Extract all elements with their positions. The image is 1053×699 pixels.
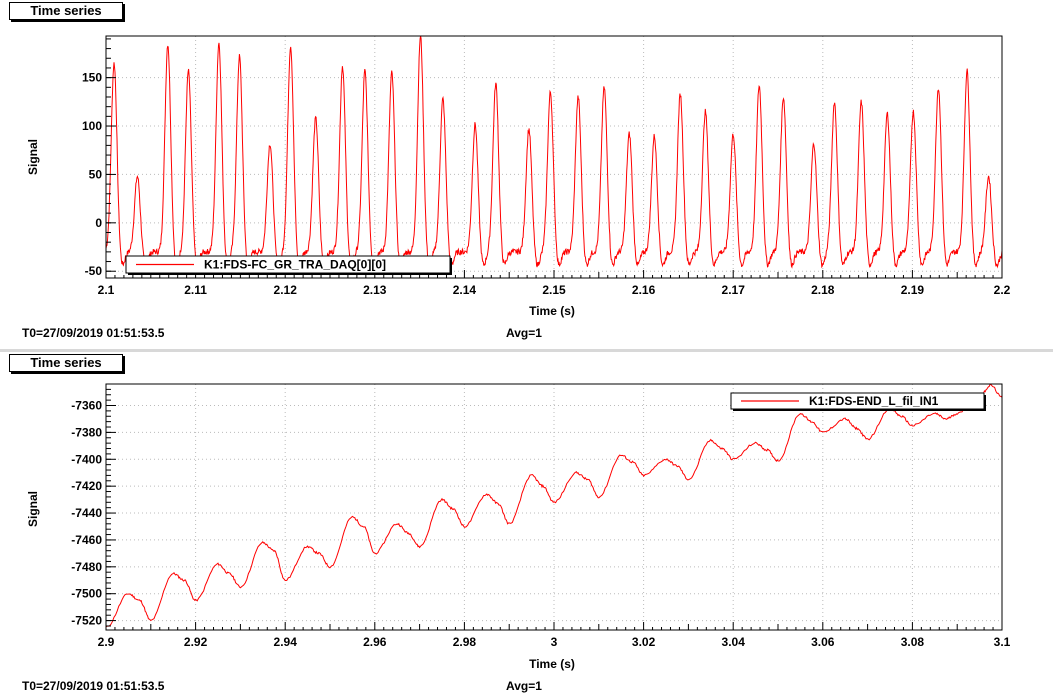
- x-tick-label: 2.17: [722, 283, 746, 297]
- y-tick-label: 50: [89, 167, 103, 181]
- y-tick-label: -7480: [71, 560, 102, 574]
- t0-text-2: T0=27/09/2019 01:51:53.5: [22, 679, 165, 693]
- series-line: [105, 35, 1003, 269]
- avg-text-2: Avg=1: [506, 679, 542, 693]
- x-tick-label: 2.14: [453, 283, 477, 297]
- y-tick-label: -50: [85, 264, 103, 278]
- legend-label: K1:FDS-FC_GR_TRA_DAQ[0][0]: [204, 258, 386, 272]
- chart2-xlabel: Time (s): [529, 657, 575, 671]
- x-tick-label: 2.1: [98, 283, 115, 297]
- chart2-trace: [105, 383, 1003, 628]
- legend-box: [730, 392, 985, 410]
- x-tick-label: 3.04: [722, 635, 746, 649]
- series-line: [105, 383, 1003, 628]
- x-tick-label: 2.13: [363, 283, 387, 297]
- x-tick-label: 2.12: [274, 283, 298, 297]
- x-tick-label: 2.18: [811, 283, 835, 297]
- x-tick-label: 2.16: [632, 283, 656, 297]
- x-tick-label: 3.02: [632, 635, 656, 649]
- chart2-grid: [105, 384, 1003, 630]
- y-tick-label: -7520: [71, 614, 102, 628]
- chart1-legend: K1:FDS-FC_GR_TRA_DAQ[0][0]: [125, 255, 452, 275]
- pane-separator[interactable]: [0, 349, 1053, 352]
- x-tick-label: 2.98: [453, 635, 477, 649]
- x-tick-label: 2.11: [184, 283, 207, 297]
- x-tick-label: 3.06: [811, 635, 835, 649]
- x-tick-label: 2.2: [994, 283, 1011, 297]
- avg-text-1: Avg=1: [506, 326, 542, 340]
- time-series-tab-2[interactable]: Time series: [9, 354, 123, 372]
- y-tick-label: 150: [82, 71, 102, 85]
- time-series-pane-1: Time series 2.1 2.11 2.12 2.13 2.14 2.15 2.16 2…: [0, 0, 1053, 349]
- y-tick-label: -7400: [71, 452, 102, 466]
- legend-box: [125, 255, 451, 274]
- x-tick-label: 2.9: [98, 635, 115, 649]
- x-tick-label: 2.94: [274, 635, 298, 649]
- t0-text-1: T0=27/09/2019 01:51:53.5: [22, 326, 165, 340]
- chart1-ticks: 2.1 2.11 2.12 2.13 2.14 2.15 2.16 2.17 2.18 2.19 2…: [82, 38, 1011, 297]
- y-tick-label: -7380: [71, 425, 102, 439]
- x-tick-label: 2.19: [901, 283, 925, 297]
- time-series-tab-1[interactable]: Time series: [9, 2, 123, 20]
- x-tick-label: 2.96: [363, 635, 387, 649]
- chart1-xlabel: Time (s): [529, 304, 575, 318]
- chart1-trace: [105, 35, 1003, 269]
- y-tick-label: 100: [82, 119, 102, 133]
- y-tick-label: -7500: [71, 587, 102, 601]
- time-series-chart-2: 2.9 2.92 2.94 2.96 2.98 3 3.02 3.04 3.06 3.08 3.1 -…: [26, 383, 1011, 671]
- legend-label: K1:FDS-END_L_fil_IN1: [809, 394, 939, 408]
- chart2-legend: K1:FDS-END_L_fil_IN1: [730, 392, 986, 411]
- y-tick-label: -7420: [71, 479, 102, 493]
- y-tick-label: -7440: [71, 506, 102, 520]
- y-tick-label: 0: [95, 216, 102, 230]
- x-tick-label: 3: [551, 635, 558, 649]
- time-series-chart-1: 2.1 2.11 2.12 2.13 2.14 2.15 2.16 2.17 2.18 2.19 2…: [26, 35, 1011, 318]
- x-tick-label: 2.15: [542, 283, 566, 297]
- time-series-pane-2: Time series 2.9 2.92 2.94 2.96 2.98 3 3.02 3.04…: [0, 352, 1053, 699]
- y-tick-label: -7460: [71, 533, 102, 547]
- chart2-ylabel: Signal: [26, 491, 40, 527]
- chart1-ylabel: Signal: [26, 139, 40, 175]
- x-tick-label: 3.1: [994, 635, 1011, 649]
- x-tick-label: 3.08: [901, 635, 925, 649]
- y-tick-label: -7360: [71, 399, 102, 413]
- chart2-ticks: 2.9 2.92 2.94 2.96 2.98 3 3.02 3.04 3.06 3.08 3.1 -…: [71, 383, 1011, 649]
- x-tick-label: 2.92: [184, 635, 208, 649]
